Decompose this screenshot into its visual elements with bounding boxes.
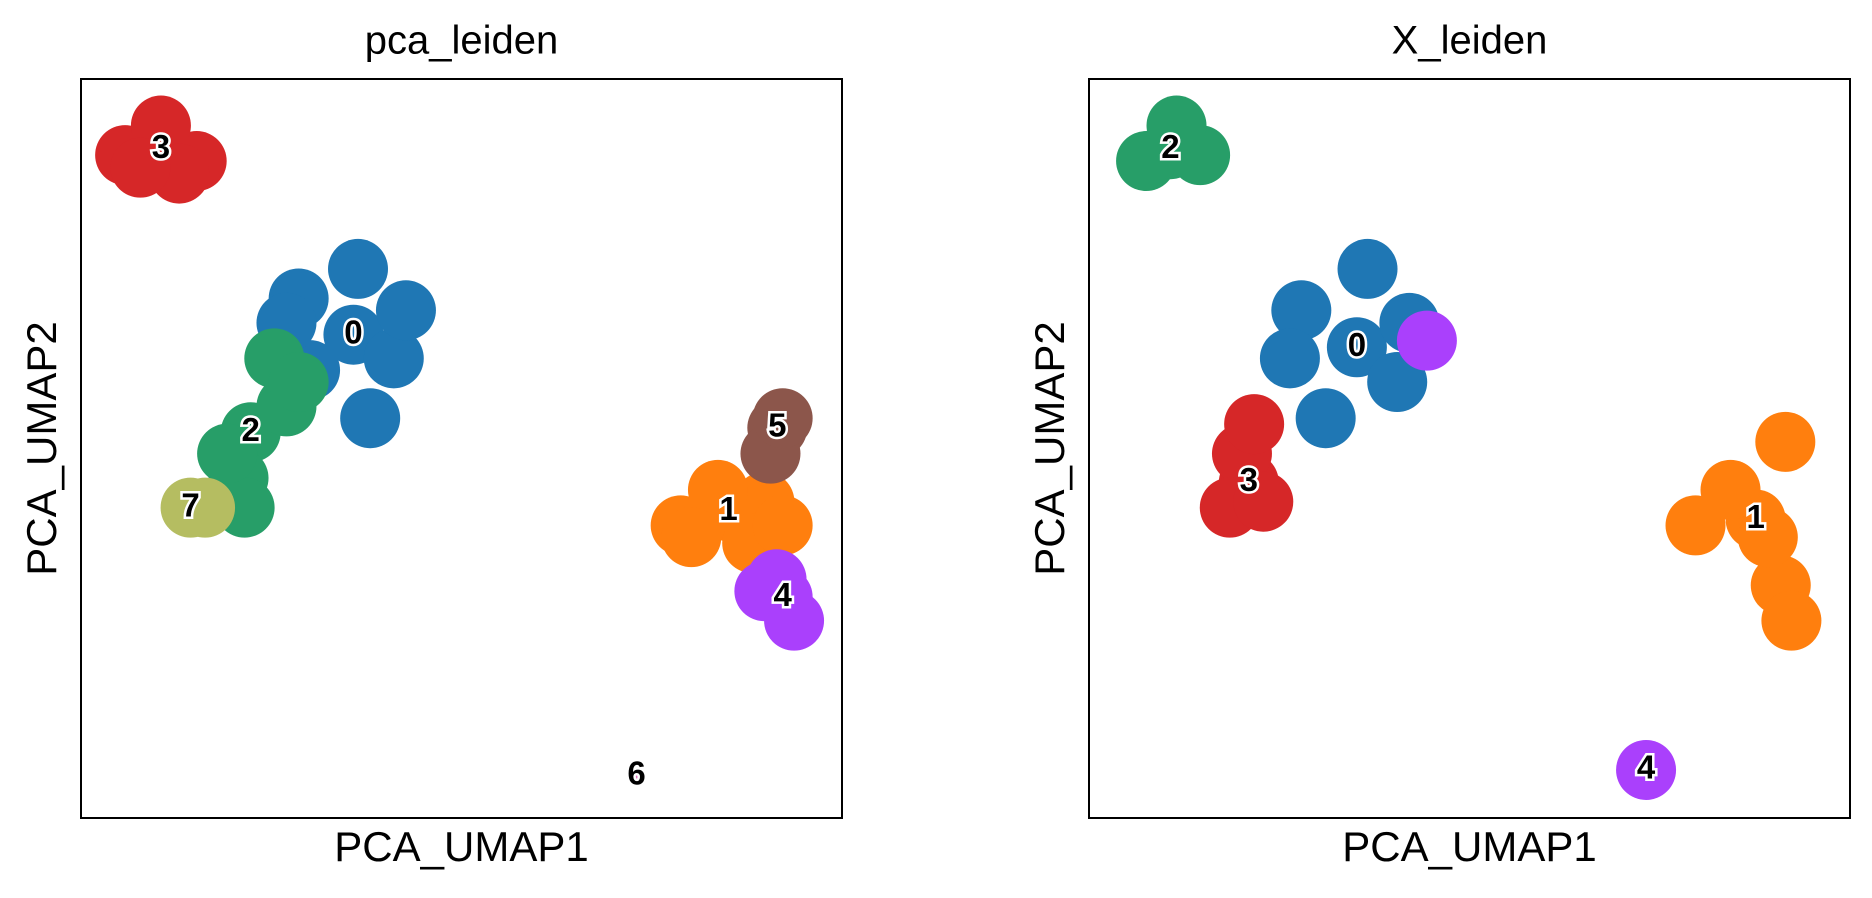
cell-point — [1700, 459, 1761, 520]
cluster-label: 4 — [1637, 749, 1656, 786]
cell-point — [328, 238, 389, 299]
cell-point — [1737, 507, 1798, 568]
cluster-label: 2 — [1161, 128, 1179, 165]
cell-point — [1396, 310, 1457, 371]
y-axis-label: PCA_UMAP2 — [1026, 321, 1073, 575]
cell-point — [1271, 280, 1332, 341]
cell-point — [175, 477, 236, 538]
plot-area — [1116, 95, 1822, 800]
axes-frame — [1088, 78, 1851, 819]
cell-point — [110, 137, 171, 198]
plot-area — [95, 95, 825, 781]
cell-point — [1326, 317, 1387, 378]
cell-point — [375, 280, 436, 341]
cell-point — [661, 507, 722, 568]
cell-point — [746, 549, 807, 610]
chart-title: X_leiden — [1392, 19, 1548, 63]
cell-point — [363, 328, 424, 389]
cell-point — [1367, 351, 1428, 412]
cell-point — [1295, 388, 1356, 449]
cell-point — [1755, 411, 1816, 472]
cell-point — [340, 388, 401, 449]
cell-point — [752, 388, 813, 449]
cell-point — [268, 351, 329, 412]
cell-point — [1233, 471, 1294, 532]
cell-point — [631, 770, 642, 781]
x-axis-label: PCA_UMAP1 — [334, 823, 588, 870]
chart-title: pca_leiden — [365, 19, 559, 63]
cell-point — [1616, 739, 1677, 800]
cell-point — [1259, 328, 1320, 389]
y-axis-label: PCA_UMAP2 — [18, 321, 65, 575]
x-axis-label: PCA_UMAP1 — [1342, 823, 1596, 870]
cell-point — [687, 459, 748, 520]
cluster-label: 6 — [627, 755, 645, 792]
cluster-label: 5 — [768, 407, 786, 444]
cluster-label: 2 — [242, 411, 260, 448]
cluster-label: 3 — [152, 128, 170, 165]
cluster-label: 1 — [1746, 498, 1764, 535]
cell-point — [1337, 238, 1398, 299]
cluster-label: 0 — [344, 313, 362, 350]
cell-point — [752, 495, 813, 556]
cluster-label: 7 — [181, 486, 199, 523]
cluster-label: 0 — [1348, 326, 1366, 363]
cell-point — [1224, 394, 1285, 455]
cluster-label: 3 — [1240, 461, 1258, 498]
cell-point — [197, 423, 258, 484]
axes-frame — [80, 78, 843, 819]
cell-point — [1146, 95, 1207, 156]
cell-point — [1761, 590, 1822, 651]
cluster-label: 1 — [719, 490, 737, 527]
cluster-label: 4 — [773, 576, 792, 613]
